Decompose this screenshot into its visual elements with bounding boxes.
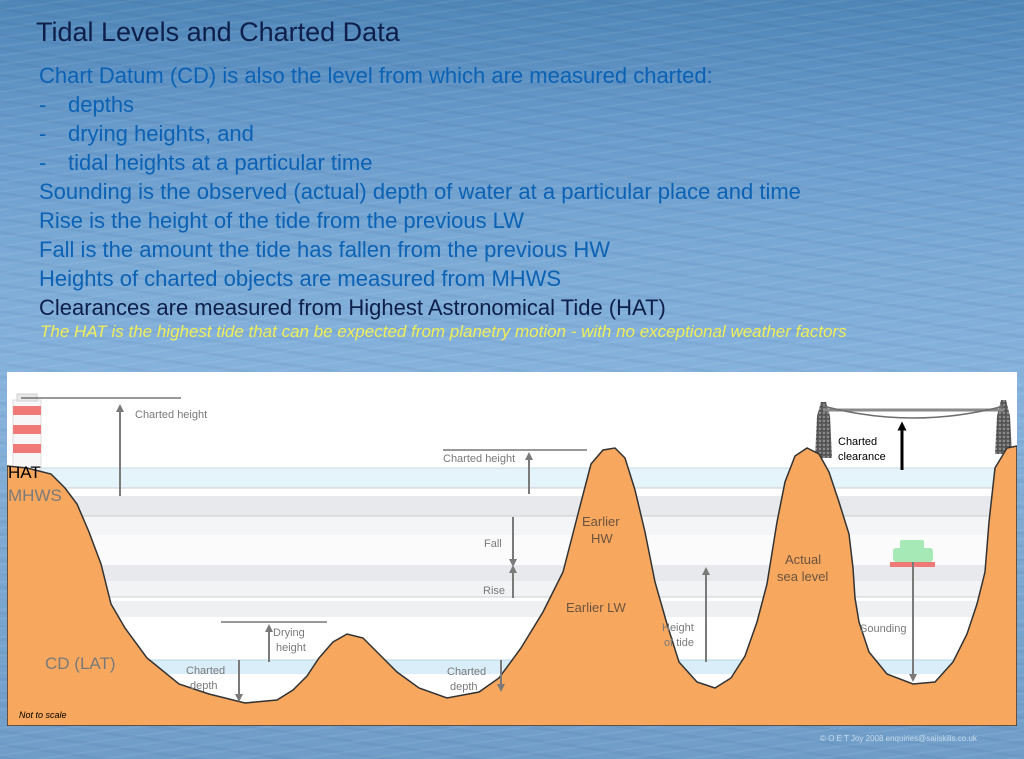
bullet-dash: - bbox=[39, 121, 47, 146]
actual-sea-level-label-1: Actual bbox=[785, 552, 821, 567]
cd-lat-label: CD (LAT) bbox=[45, 654, 116, 673]
seabed-profile bbox=[7, 445, 1017, 726]
copyright-footer: © O E T Joy 2008 enquiries@sailskills.co… bbox=[820, 734, 977, 743]
bullet-depths: - depths bbox=[39, 90, 801, 119]
text-line-rise: Rise is the height of the tide from the … bbox=[39, 208, 525, 233]
hat-label: HAT bbox=[8, 463, 41, 482]
tidal-diagram: HAT MHWS CD (LAT) Charted height Charted… bbox=[7, 372, 1017, 726]
bridge-icon bbox=[815, 400, 1012, 458]
charted-depth-left-label-1: Charted bbox=[186, 665, 225, 677]
hat-band bbox=[7, 468, 1017, 488]
charted-clearance-label-2: clearance bbox=[838, 451, 886, 463]
explanation-text: Chart Datum (CD) is also the level from … bbox=[39, 61, 801, 322]
charted-depth-left-label-2: depth bbox=[190, 680, 218, 692]
bullet-drying-heights: - drying heights, and bbox=[39, 119, 801, 148]
text-line-fall: Fall is the amount the tide has fallen f… bbox=[39, 237, 611, 262]
charted-height-left-label: Charted height bbox=[135, 409, 207, 421]
earlier-hw-label-2: HW bbox=[591, 531, 613, 546]
fall-label: Fall bbox=[484, 538, 502, 550]
height-of-tide-label-2: of tide bbox=[664, 637, 694, 649]
bullet-text: depths bbox=[68, 92, 135, 117]
drying-height-label-2: height bbox=[276, 642, 306, 654]
bullet-dash: - bbox=[39, 92, 47, 117]
charted-depth-mid-label-2: depth bbox=[450, 681, 478, 693]
measurement-lines bbox=[21, 397, 587, 623]
bullet-text: drying heights, and bbox=[68, 121, 254, 146]
text-line-clearances: Clearances are measured from Highest Ast… bbox=[39, 295, 666, 320]
text-line-heights: Heights of charted objects are measured … bbox=[39, 266, 562, 291]
mhws-label: MHWS bbox=[8, 486, 62, 505]
mhws-band bbox=[7, 496, 1017, 516]
page-title: Tidal Levels and Charted Data bbox=[36, 17, 400, 47]
lighthouse-icon bbox=[12, 393, 42, 471]
arrows bbox=[116, 404, 917, 702]
drying-height-label-1: Drying bbox=[273, 627, 305, 639]
sounding-label: Sounding bbox=[860, 623, 907, 635]
hat-note: The HAT is the highest tide that can be … bbox=[40, 322, 847, 341]
text-line-chart-datum: Chart Datum (CD) is also the level from … bbox=[39, 63, 713, 88]
text-line-sounding: Sounding is the observed (actual) depth … bbox=[39, 179, 801, 204]
not-to-scale-label: Not to scale bbox=[19, 710, 67, 720]
earlier-lw-label: Earlier LW bbox=[566, 600, 626, 615]
earlier-hw-label-1: Earlier bbox=[582, 514, 620, 529]
earlier-lw-band bbox=[7, 601, 1017, 617]
bullet-tidal-heights: - tidal heights at a particular time bbox=[39, 148, 801, 177]
charted-clearance-label-1: Charted bbox=[838, 436, 877, 448]
rise-label: Rise bbox=[483, 585, 505, 597]
charted-height-mid-label: Charted height bbox=[443, 453, 515, 465]
height-of-tide-label-1: Height bbox=[662, 622, 694, 634]
actual-sea-level-label-2: sea level bbox=[777, 569, 828, 584]
bullet-dash: - bbox=[39, 150, 47, 175]
bullet-text: tidal heights at a particular time bbox=[68, 150, 373, 175]
charted-depth-mid-label-1: Charted bbox=[447, 666, 486, 678]
